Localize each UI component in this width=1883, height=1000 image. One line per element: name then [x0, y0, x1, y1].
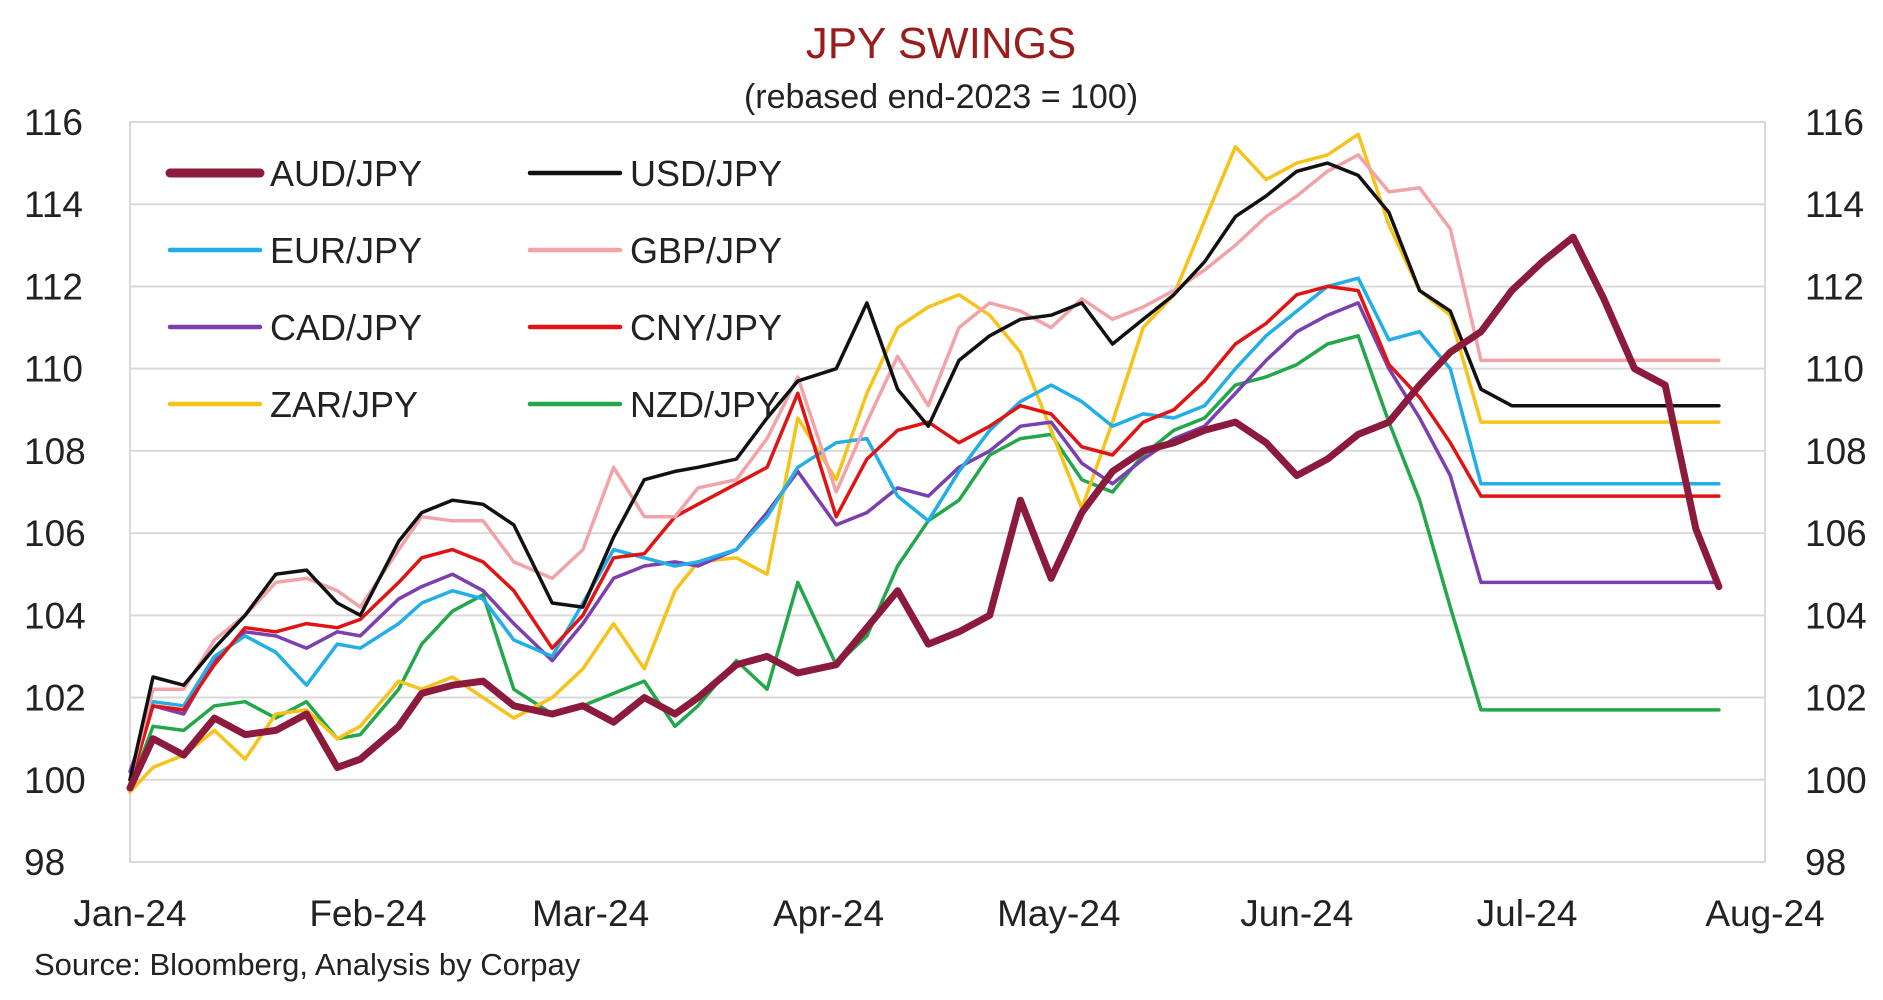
y-tick-label-right: 98: [1805, 842, 1846, 883]
x-axis: Jan-24 Feb-24 Mar-24 Apr-24 May-24 Jun-24 Jul-…: [73, 893, 1824, 934]
y-tick-label-left: 110: [24, 349, 83, 390]
plot-area: [129, 121, 1766, 863]
y-tick-label-left: 106: [24, 513, 86, 554]
legend-label-cad-jpy: CAD/JPY: [270, 307, 422, 348]
source-note: Source: Bloomberg, Analysis by Corpay: [34, 947, 581, 982]
x-tick-label: Mar-24: [532, 893, 649, 934]
series-line-zar-jpy: [128, 132, 1721, 794]
y-tick-label-left: 116: [24, 102, 83, 143]
legend: AUD/JPY USD/JPY EUR/JPY GBP/JPY CAD/JPY CNY/J…: [165, 153, 782, 425]
series-line-aud-jpy: [126, 233, 1723, 792]
y-axis-right: 98 100 102 104 106 108 110 112 114 116: [1805, 102, 1867, 883]
y-axis-left: 98 100 102 104 106 108 110 112 114 116: [24, 102, 86, 883]
series-line-eur-jpy: [128, 276, 1721, 782]
y-tick-label-left: 100: [24, 760, 86, 801]
chart-title: JPY SWINGS: [806, 19, 1077, 68]
y-tick-label-right: 100: [1805, 760, 1867, 801]
y-tick-label-right: 110: [1805, 349, 1864, 390]
x-tick-label: Apr-24: [773, 893, 884, 934]
x-tick-label: Aug-24: [1705, 893, 1824, 934]
y-tick-label-left: 112: [24, 266, 83, 307]
y-tick-label-right: 102: [1805, 678, 1867, 719]
y-tick-label-left: 108: [24, 431, 86, 472]
series-line-cad-jpy: [128, 301, 1721, 774]
x-tick-label: Jan-24: [73, 893, 186, 934]
legend-label-eur-jpy: EUR/JPY: [270, 230, 422, 271]
y-tick-label-right: 114: [1805, 184, 1864, 225]
x-tick-label: Jul-24: [1477, 893, 1578, 934]
y-tick-label-left: 114: [24, 184, 83, 225]
x-tick-label: May-24: [997, 893, 1120, 934]
chart-subtitle: (rebased end-2023 = 100): [744, 78, 1138, 116]
series-lines: [126, 132, 1723, 794]
x-tick-label: Jun-24: [1240, 893, 1353, 934]
y-tick-label-right: 104: [1805, 595, 1867, 636]
legend-label-usd-jpy: USD/JPY: [630, 153, 782, 194]
x-tick-label: Feb-24: [309, 893, 426, 934]
legend-label-aud-jpy: AUD/JPY: [270, 153, 422, 194]
y-tick-label-right: 106: [1805, 513, 1867, 554]
y-tick-label-right: 108: [1805, 431, 1867, 472]
legend-label-gbp-jpy: GBP/JPY: [630, 230, 782, 271]
series-line-usd-jpy: [128, 161, 1721, 782]
y-tick-label-left: 104: [24, 595, 86, 636]
y-tick-label-left: 102: [24, 678, 86, 719]
legend-label-cny-jpy: CNY/JPY: [630, 307, 782, 348]
y-tick-label-left: 98: [24, 842, 65, 883]
legend-label-zar-jpy: ZAR/JPY: [270, 384, 418, 425]
legend-label-nzd-jpy: NZD/JPY: [630, 384, 780, 425]
y-tick-label-right: 116: [1805, 102, 1864, 143]
y-tick-label-right: 112: [1805, 266, 1864, 307]
